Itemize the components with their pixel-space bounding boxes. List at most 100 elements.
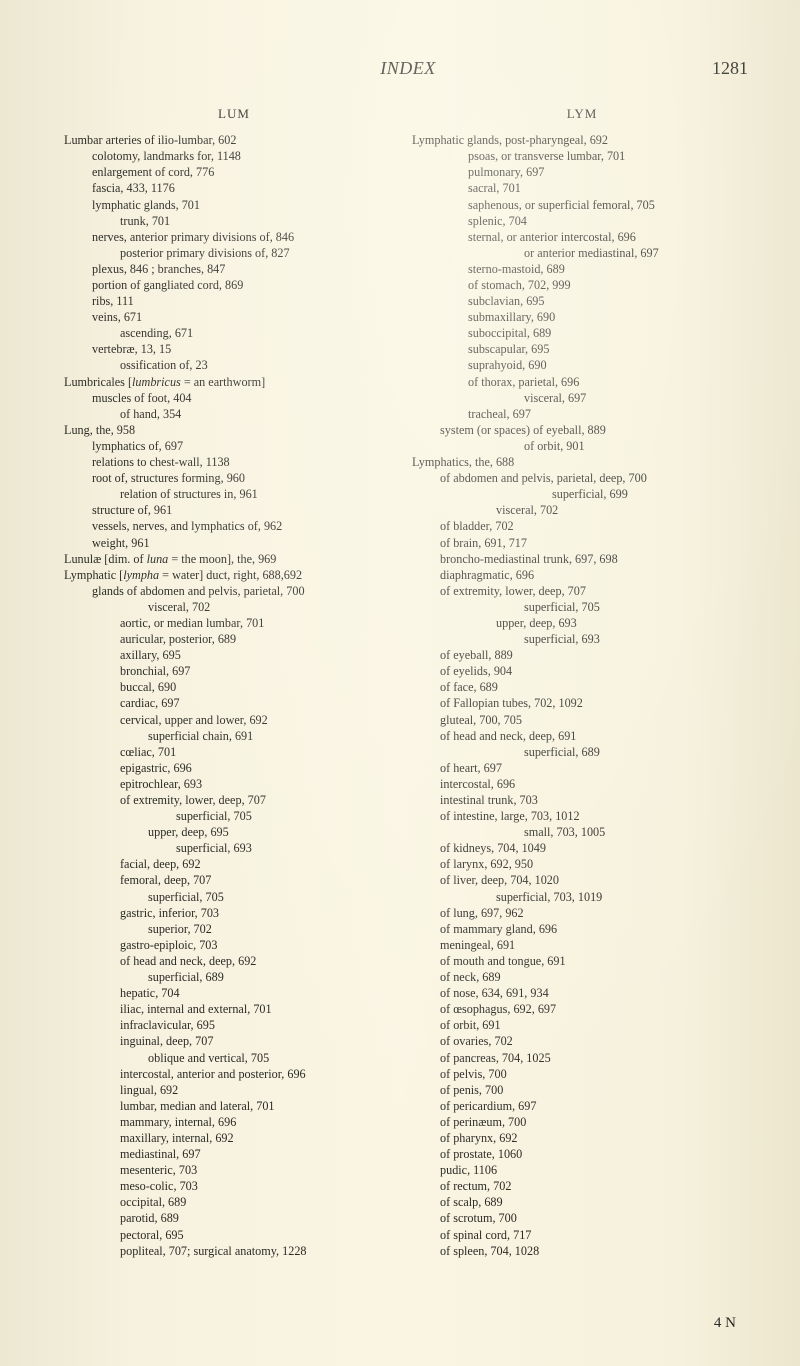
index-line: of scrotum, 700 [440,1210,752,1226]
index-line: bronchial, 697 [120,663,404,679]
index-line: infraclavicular, 695 [120,1017,404,1033]
index-line: maxillary, internal, 692 [120,1130,404,1146]
index-line: cervical, upper and lower, 692 [120,712,404,728]
index-line: of penis, 700 [440,1082,752,1098]
index-line: psoas, or transverse lumbar, 701 [468,148,752,164]
index-line: vertebræ, 13, 15 [92,341,404,357]
index-line: superficial, 705 [524,599,752,615]
index-line: subclavian, 695 [468,293,752,309]
index-line: ribs, 111 [92,293,404,309]
index-line: occipital, 689 [120,1194,404,1210]
index-line: of thorax, parietal, 696 [468,374,752,390]
index-line: lymphatic glands, 701 [92,197,404,213]
index-line: of eyeball, 889 [440,647,752,663]
index-line: root of, structures forming, 960 [92,470,404,486]
index-line: of scalp, 689 [440,1194,752,1210]
index-line: upper, deep, 695 [148,824,404,840]
index-line: of lung, 697, 962 [440,905,752,921]
index-line: pudic, 1106 [440,1162,752,1178]
index-line: superficial, 705 [148,889,404,905]
index-line: superficial, 689 [148,969,404,985]
index-line: muscles of foot, 404 [92,390,404,406]
index-line: Lunulæ [dim. of luna = the moon], the, 9… [64,551,404,567]
index-line: of pharynx, 692 [440,1130,752,1146]
index-line: parotid, 689 [120,1210,404,1226]
index-line: broncho-mediastinal trunk, 697, 698 [440,551,752,567]
index-line: superficial, 693 [524,631,752,647]
index-line: nerves, anterior primary divisions of, 8… [92,229,404,245]
index-line: subscapular, 695 [468,341,752,357]
index-line: iliac, internal and external, 701 [120,1001,404,1017]
index-line: plexus, 846 ; branches, 847 [92,261,404,277]
column-right: LYM Lymphatic glands, post-pharyngeal, 6… [412,105,752,1259]
index-line: of heart, 697 [440,760,752,776]
index-line: suprahyoid, 690 [468,357,752,373]
index-line: of spleen, 704, 1028 [440,1243,752,1259]
index-line: Lymphatic [lympha = water] duct, right, … [64,567,404,583]
index-line: hepatic, 704 [120,985,404,1001]
index-line: Lymphatic glands, post-pharyngeal, 692 [412,132,752,148]
index-line: mediastinal, 697 [120,1146,404,1162]
index-line: of extremity, lower, deep, 707 [440,583,752,599]
index-line: of orbit, 901 [524,438,752,454]
index-line: buccal, 690 [120,679,404,695]
index-line: posterior primary divisions of, 827 [120,245,404,261]
index-line: intercostal, 696 [440,776,752,792]
column-head-left: LUM [64,105,404,122]
index-line: mammary, internal, 696 [120,1114,404,1130]
index-line: splenic, 704 [468,213,752,229]
index-line: gastric, inferior, 703 [120,905,404,921]
index-line: colotomy, landmarks for, 1148 [92,148,404,164]
index-line: of liver, deep, 704, 1020 [440,872,752,888]
index-line: facial, deep, 692 [120,856,404,872]
index-line: of intestine, large, 703, 1012 [440,808,752,824]
index-line: relations to chest-wall, 1138 [92,454,404,470]
index-line: Lymphatics, the, 688 [412,454,752,470]
index-line: of hand, 354 [120,406,404,422]
signature-mark: 4 N [714,1315,736,1332]
index-line: meso-colic, 703 [120,1178,404,1194]
index-line: Lumbar arteries of ilio-lumbar, 602 [64,132,404,148]
index-line: tracheal, 697 [468,406,752,422]
index-line: visceral, 702 [148,599,404,615]
index-line: fascia, 433, 1176 [92,180,404,196]
index-line: intercostal, anterior and posterior, 696 [120,1066,404,1082]
index-line: trunk, 701 [120,213,404,229]
index-line: of face, 689 [440,679,752,695]
index-line: popliteal, 707; surgical anatomy, 1228 [120,1243,404,1259]
index-line: gastro-epiploic, 703 [120,937,404,953]
index-line: upper, deep, 693 [496,615,752,631]
page-header: INDEX 1281 [64,58,752,79]
index-line: vessels, nerves, and lymphatics of, 962 [92,518,404,534]
index-line: saphenous, or superficial femoral, 705 [468,197,752,213]
index-line: superficial, 699 [552,486,752,502]
index-line: ascending, 671 [120,325,404,341]
index-line: portion of gangliated cord, 869 [92,277,404,293]
index-line: mesenteric, 703 [120,1162,404,1178]
index-line: of spinal cord, 717 [440,1227,752,1243]
index-line: or anterior mediastinal, 697 [524,245,752,261]
index-line: epigastric, 696 [120,760,404,776]
index-line: glands of abdomen and pelvis, parietal, … [92,583,404,599]
index-line: of mouth and tongue, 691 [440,953,752,969]
index-line: of mammary gland, 696 [440,921,752,937]
index-line: cardiac, 697 [120,695,404,711]
index-line: of rectum, 702 [440,1178,752,1194]
index-line: weight, 961 [92,535,404,551]
index-line: small, 703, 1005 [524,824,752,840]
page: INDEX 1281 LUM Lumbar arteries of ilio-l… [0,0,800,1366]
index-line: of larynx, 692, 950 [440,856,752,872]
index-line: superficial chain, 691 [148,728,404,744]
index-line: intestinal trunk, 703 [440,792,752,808]
index-line: diaphragmatic, 696 [440,567,752,583]
index-line: pulmonary, 697 [468,164,752,180]
column-left: LUM Lumbar arteries of ilio-lumbar, 602c… [64,105,404,1259]
index-line: structure of, 961 [92,502,404,518]
index-line: of neck, 689 [440,969,752,985]
index-line: of pelvis, 700 [440,1066,752,1082]
index-line: sternal, or anterior intercostal, 696 [468,229,752,245]
index-line: of stomach, 702, 999 [468,277,752,293]
index-line: visceral, 702 [496,502,752,518]
index-line: of orbit, 691 [440,1017,752,1033]
index-line: pectoral, 695 [120,1227,404,1243]
